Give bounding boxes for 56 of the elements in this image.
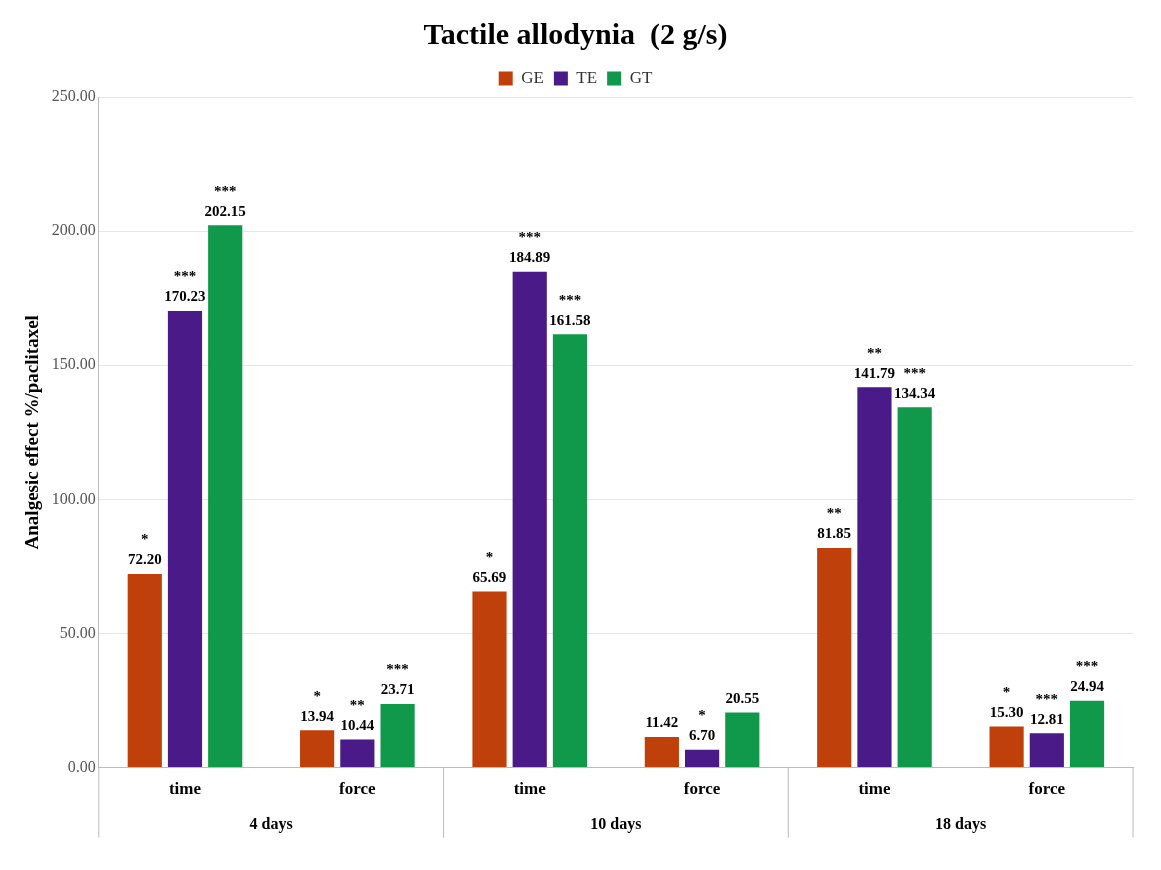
x-tick-label: time	[168, 779, 202, 799]
bar	[512, 271, 547, 768]
bar	[208, 225, 243, 768]
data-label: * 6.70	[688, 707, 716, 743]
bar	[897, 407, 932, 768]
legend-label: TE	[576, 67, 598, 87]
bar	[472, 591, 507, 768]
y-tick-label: 100.00	[51, 489, 96, 507]
y-tick-label: 250.00	[51, 87, 96, 105]
bar	[380, 704, 415, 768]
y-tick-label: 200.00	[51, 221, 96, 239]
data-label: ** 81.85	[817, 505, 852, 542]
data-label: *** 202.15	[204, 182, 246, 219]
bar	[725, 712, 760, 768]
bar	[552, 334, 588, 768]
text: 4 days	[249, 814, 293, 833]
data-label: *** 12.81	[1029, 690, 1064, 727]
bar	[167, 310, 203, 768]
bar	[989, 726, 1024, 768]
data-label: *** 170.23	[164, 268, 206, 305]
data-label: * 13.94	[300, 687, 335, 724]
legend-label: GE	[521, 67, 544, 87]
bar	[684, 749, 720, 768]
bar	[644, 736, 679, 768]
data-label: ** 141.79	[853, 344, 896, 381]
x-tick-label: time	[513, 779, 547, 799]
data-label: *** 161.58	[549, 291, 591, 328]
chart-title: Tactile allodynia (2 g/s)	[423, 16, 728, 51]
text: 18 days	[935, 814, 987, 833]
data-label: *** 23.71	[380, 661, 415, 698]
data-label: * 15.30	[989, 683, 1024, 720]
data-label: *** 134.34	[894, 364, 936, 401]
y-tick-label: 150.00	[51, 355, 96, 373]
data-label: *** 24.94	[1070, 658, 1105, 695]
bar	[300, 730, 335, 768]
x-tick-label: force	[1028, 779, 1066, 799]
y-tick-label: 0.00	[67, 757, 96, 775]
bar	[857, 387, 892, 768]
data-label: 11.42	[645, 714, 679, 731]
legend-label: GT	[629, 67, 653, 87]
y-tick-label: 50.00	[59, 623, 96, 641]
bar	[1069, 700, 1105, 768]
y-axis-title: Analgesic effect %/paclitaxel	[21, 315, 43, 550]
bar	[817, 548, 852, 768]
bar	[340, 739, 375, 768]
data-label: * 65.69	[472, 548, 507, 585]
text: 10 days	[590, 814, 642, 833]
bar	[127, 573, 162, 768]
data-label: 20.55	[725, 689, 760, 706]
x-tick-label: force	[339, 779, 377, 799]
x-tick-label: time	[858, 779, 891, 799]
data-label: * 72.20	[127, 531, 162, 568]
data-label: *** 184.89	[509, 229, 551, 266]
bar	[1029, 733, 1064, 768]
x-tick-label: force	[683, 779, 721, 799]
data-label: ** 10.44	[340, 696, 375, 733]
